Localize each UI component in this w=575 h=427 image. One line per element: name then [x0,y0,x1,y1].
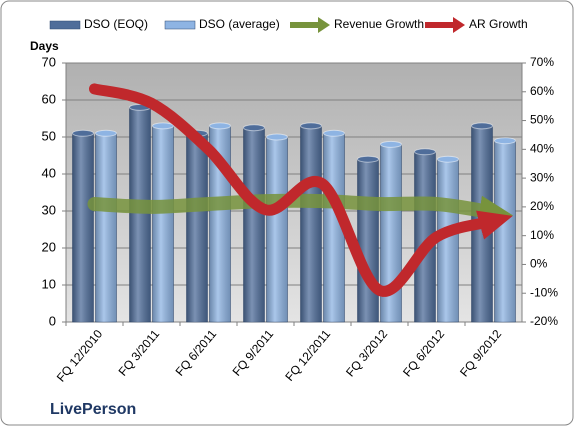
y2-tick-label: 60% [530,84,554,98]
y-tick-label: 30 [42,202,56,217]
bar-shade [72,133,94,322]
bar-cap [471,122,493,130]
y-tick-label: 60 [42,91,56,106]
legend-label: DSO (average) [199,17,280,31]
y2-tick-label: 20% [530,199,554,213]
legend-swatch [425,17,465,33]
y2-tick-label: 50% [530,113,554,127]
legend-swatch [49,20,81,30]
bar-shade [357,159,379,322]
y2-tick-label: 70% [530,55,554,69]
legend-label: DSO (EOQ) [84,17,148,31]
y2-tick-label: 30% [530,170,554,184]
legend-label: AR Growth [469,17,528,31]
y-axis-label: Days [30,39,59,53]
y-tick-label: 20 [42,239,56,254]
bar-shade [152,125,174,323]
y-tick-label: 40 [42,165,56,180]
bar-cap [266,133,288,141]
y-tick-label: 0 [49,313,56,328]
bar-shade [323,133,345,322]
bar-cap [437,155,459,163]
brand-label: LivePerson [50,401,136,418]
bar-cap [323,129,345,137]
bar-shade [414,151,436,322]
y-tick-label: 70 [42,54,56,69]
bar-cap [494,137,516,145]
bar-cap [209,122,231,130]
bar-shade [243,127,265,322]
y2-tick-label: 0% [530,257,548,271]
bar-cap [152,122,174,130]
y-tick-label: 50 [42,128,56,143]
y2-tick-label: -10% [530,285,558,299]
bar-cap [72,129,94,137]
bar-shade [186,133,208,322]
bar-cap [414,148,436,156]
bar-shade [129,107,151,323]
legend-label: Revenue Growth [334,17,424,31]
y-tick-label: 10 [42,276,56,291]
bar-cap [300,122,322,130]
bar-shade [494,140,516,322]
bar-shade [300,125,322,323]
bar-cap [380,140,402,148]
y2-tick-label: 10% [530,228,554,242]
y2-tick-label: 40% [530,142,554,156]
legend-swatch [290,17,330,33]
bar-cap [95,129,117,137]
y2-tick-label: -20% [530,314,558,328]
bar-shade [266,137,288,322]
bar-cap [357,155,379,163]
bar-cap [243,124,265,132]
legend-swatch [164,20,196,30]
bar-shade [95,133,117,322]
line [89,83,513,297]
